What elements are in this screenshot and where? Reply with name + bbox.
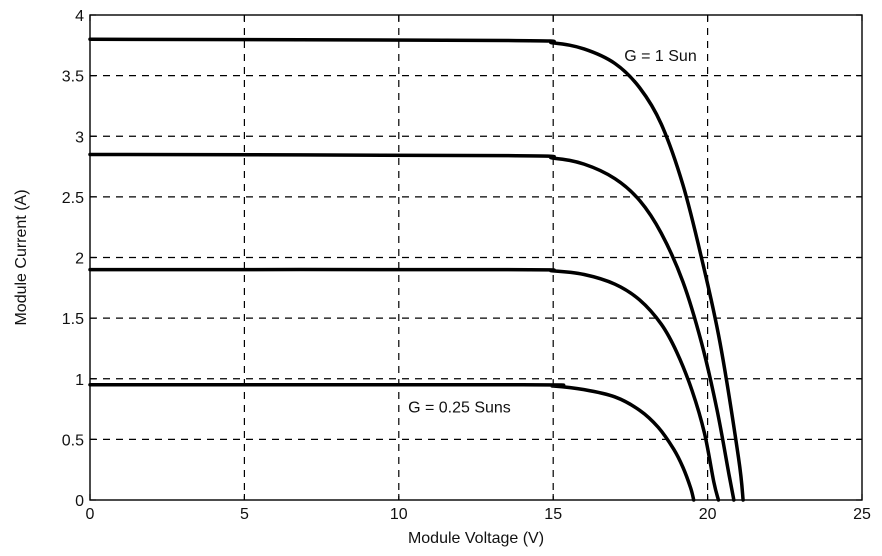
y-tick-label: 2 bbox=[75, 251, 84, 268]
curve-annotation-2: G = 0.25 Suns bbox=[408, 400, 511, 417]
x-tick-label: 0 bbox=[86, 506, 95, 523]
y-tick-label: 0 bbox=[75, 493, 84, 510]
ticks: 0 5 10 15 20 25 0 0.5 1 1.5 2 2.5 3 3.5 4 bbox=[62, 8, 871, 523]
y-tick-label: 1 bbox=[75, 372, 84, 389]
iv-curve-series-4 bbox=[88, 382, 696, 502]
y-axis-label: Module Current (A) bbox=[13, 189, 30, 325]
x-tick-label: 15 bbox=[544, 506, 562, 523]
x-axis-label: Module Voltage (V) bbox=[408, 530, 544, 547]
grid bbox=[90, 15, 862, 500]
iv-curve-series-1 bbox=[88, 37, 745, 502]
x-tick-label: 10 bbox=[390, 506, 408, 523]
x-tick-label: 5 bbox=[240, 506, 249, 523]
y-tick-label: 0.5 bbox=[62, 432, 84, 449]
curves bbox=[88, 37, 745, 502]
y-tick-label: 4 bbox=[75, 8, 84, 25]
x-tick-label: 25 bbox=[853, 506, 871, 523]
annotations: G = 1 Sun G = 0.25 Suns bbox=[408, 48, 697, 417]
y-tick-label: 3.5 bbox=[62, 69, 84, 86]
x-tick-label: 20 bbox=[699, 506, 717, 523]
iv-curve-series-2 bbox=[88, 152, 736, 502]
y-tick-label: 2.5 bbox=[62, 190, 84, 207]
y-tick-label: 1.5 bbox=[62, 311, 84, 328]
y-tick-label: 3 bbox=[75, 129, 84, 146]
iv-curve-series-3 bbox=[88, 267, 721, 502]
curve-annotation-1: G = 1 Sun bbox=[624, 48, 697, 65]
